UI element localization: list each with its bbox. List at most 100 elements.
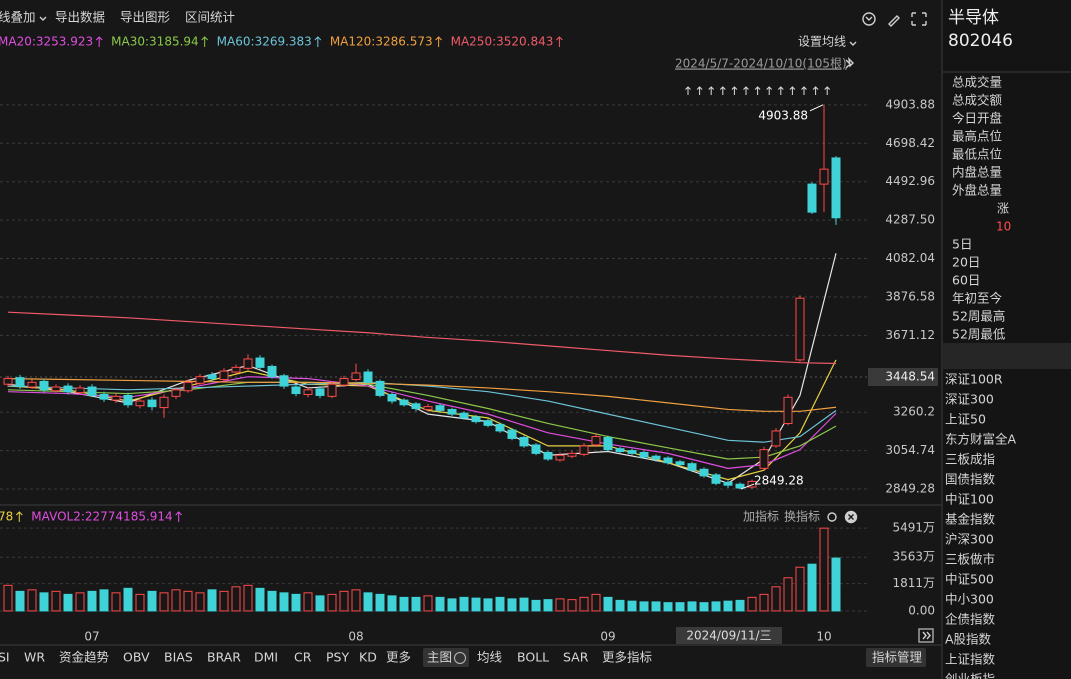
- ma-line: [7, 376, 837, 469]
- index-item[interactable]: 中证500: [945, 572, 994, 587]
- volume-bar: [243, 584, 253, 612]
- indicator-tab[interactable]: 更多: [386, 650, 411, 665]
- swap-indicator[interactable]: 换指标: [784, 509, 820, 524]
- volume-bar: [327, 593, 337, 612]
- signal-arrow: [731, 86, 738, 95]
- volume-bar: [831, 557, 841, 612]
- y-tick-label: 2849.28: [885, 482, 935, 496]
- candle-body: [195, 376, 205, 384]
- volume-bar: [255, 587, 265, 612]
- volume-bar: [819, 527, 829, 612]
- indicator-tab[interactable]: 更多指标: [602, 650, 652, 665]
- volume-bar: [303, 592, 313, 612]
- ma-legend-name: MA60: [217, 35, 251, 49]
- volume-bar: [291, 593, 301, 612]
- index-item[interactable]: 深证100R: [945, 372, 1003, 387]
- index-item[interactable]: 企债指数: [945, 612, 996, 627]
- ma-legend-arrow: [201, 36, 209, 47]
- toolbar-item[interactable]: 线叠加: [0, 10, 36, 25]
- y-tick-label: 4287.50: [885, 213, 935, 227]
- ma-legend-name: MA250: [451, 35, 492, 49]
- candle-body: [735, 483, 745, 489]
- index-item[interactable]: 三板做市: [945, 552, 995, 567]
- index-item[interactable]: 东方财富全A: [945, 432, 1017, 447]
- icon-gear[interactable]: [827, 512, 837, 522]
- candle-body: [147, 399, 157, 408]
- candle-body: [135, 400, 145, 407]
- indicator-tab[interactable]: 均线: [477, 650, 503, 665]
- volume-bar: [207, 589, 217, 612]
- indicator-tab[interactable]: SAR: [563, 650, 589, 665]
- index-item[interactable]: 上证指数: [945, 652, 996, 667]
- date-range[interactable]: 2024/5/7-2024/10/10(105根): [675, 57, 847, 71]
- volume-bar: [99, 589, 109, 612]
- index-item[interactable]: A股指数: [945, 632, 992, 647]
- candle-body: [483, 420, 493, 426]
- volume-bar: [495, 596, 505, 612]
- toolbar-item[interactable]: 导出数据: [55, 10, 105, 25]
- candle-body: [747, 480, 757, 488]
- indicator-tab[interactable]: BRAR: [207, 650, 241, 665]
- toolbar-item[interactable]: 导出图形: [120, 10, 171, 25]
- indicator-tab[interactable]: DMI: [254, 650, 278, 665]
- volume-bar: [531, 599, 541, 612]
- toolbar-item[interactable]: 区间统计: [185, 10, 235, 25]
- candle-body: [375, 380, 385, 396]
- rise-label: 涨: [997, 201, 1009, 216]
- volume-bar: [519, 597, 529, 612]
- icon-collapse[interactable]: [862, 12, 876, 26]
- candle-body: [543, 451, 553, 460]
- indicator-tab[interactable]: BOLL: [517, 650, 549, 665]
- indicator-tab[interactable]: SI: [0, 650, 10, 665]
- ma-setting[interactable]: 设置均线: [798, 35, 846, 49]
- candle-body: [387, 393, 397, 402]
- indicator-tab[interactable]: CR: [294, 650, 312, 665]
- index-item[interactable]: 中证100: [945, 492, 994, 507]
- indicator-tab[interactable]: 主图: [427, 650, 452, 665]
- period-label: 60日: [952, 273, 980, 288]
- indicator-tab[interactable]: 指标管理: [872, 650, 923, 665]
- volume-bar: [147, 590, 157, 612]
- period-label: 20日: [952, 255, 980, 270]
- volume-bar: [195, 592, 205, 612]
- vol-tick-label: 3563万: [892, 550, 935, 564]
- volume-bar: [27, 589, 37, 612]
- candle-body: [399, 399, 409, 406]
- candle-body: [303, 389, 313, 395]
- indicator-tab[interactable]: WR: [24, 650, 45, 665]
- index-item[interactable]: 深证300: [945, 392, 994, 407]
- index-item[interactable]: 沪深300: [945, 532, 994, 547]
- indicator-tab[interactable]: BIAS: [164, 650, 193, 665]
- toolbar-icons[interactable]: [39, 12, 934, 643]
- index-item[interactable]: 基金指数: [945, 512, 996, 527]
- icon-next[interactable]: [918, 628, 934, 643]
- volume-bar: [267, 590, 277, 612]
- icon-draw[interactable]: [888, 15, 900, 27]
- candle-body: [315, 388, 325, 396]
- icon-pin[interactable]: [845, 57, 854, 69]
- candle-body: [63, 385, 73, 393]
- stat-label: 内盘总量: [952, 165, 1002, 180]
- volume-bar: [279, 592, 289, 612]
- index-item[interactable]: 三板成指: [945, 452, 995, 467]
- indicator-tab[interactable]: OBV: [123, 650, 150, 665]
- index-item[interactable]: 上证50: [945, 412, 986, 427]
- indicator-tab[interactable]: PSY: [326, 650, 349, 665]
- candle-body: [231, 366, 241, 373]
- indicator-tab[interactable]: KD: [359, 650, 377, 665]
- volume-bar: [411, 596, 421, 612]
- ma-line: [7, 311, 837, 365]
- index-item[interactable]: 创业板指: [945, 672, 995, 679]
- ma-legend-value: 3520.843: [496, 35, 553, 49]
- index-item[interactable]: 国债指数: [945, 472, 996, 487]
- index-item[interactable]: 中小300: [945, 592, 994, 607]
- candle-body: [807, 183, 817, 213]
- candle-body: [591, 436, 601, 446]
- ma-legend-arrow: [95, 36, 103, 47]
- signal-arrow: [789, 86, 796, 95]
- candle-body: [759, 449, 769, 469]
- indicator-tab[interactable]: 资金趋势: [59, 650, 110, 665]
- icon-fullscreen[interactable]: [911, 12, 927, 26]
- volume-bar: [747, 596, 757, 612]
- add-indicator[interactable]: 加指标: [743, 509, 779, 524]
